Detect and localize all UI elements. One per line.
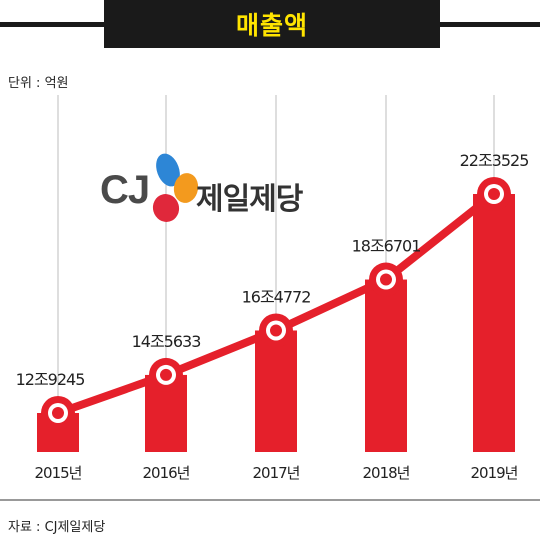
data-point-center xyxy=(380,273,392,286)
logo-company-name: 제일제당 xyxy=(196,182,303,217)
bar xyxy=(255,330,297,452)
x-tick-label: 2018년 xyxy=(363,464,410,482)
x-tick-label: 2016년 xyxy=(143,464,190,482)
logo-petals-icon xyxy=(152,153,198,222)
data-label: 18조6701 xyxy=(352,237,421,256)
data-label: 16조4772 xyxy=(242,287,311,306)
data-point-center xyxy=(270,324,282,337)
company-logo: CJ 제일제당 xyxy=(100,150,320,230)
title-bar: 매출액 xyxy=(0,0,540,48)
source-label: 자료 : CJ제일제당 xyxy=(8,520,106,535)
logo-mark-text: CJ xyxy=(100,168,150,212)
chart-title: 매출액 xyxy=(235,11,308,40)
data-point-center xyxy=(160,368,172,381)
data-label: 12조9245 xyxy=(16,370,85,389)
bar xyxy=(473,194,515,452)
data-point-center xyxy=(488,188,500,200)
x-tick-label: 2017년 xyxy=(253,464,300,482)
unit-label: 단위 : 억원 xyxy=(8,76,69,91)
x-tick-label: 2015년 xyxy=(35,464,82,482)
title-box: 매출액 xyxy=(104,0,440,48)
data-point-center xyxy=(52,407,64,419)
bar xyxy=(365,279,407,452)
data-label: 14조5633 xyxy=(132,332,201,351)
x-tick-label: 2019년 xyxy=(471,464,518,482)
data-label: 22조3525 xyxy=(460,151,529,170)
